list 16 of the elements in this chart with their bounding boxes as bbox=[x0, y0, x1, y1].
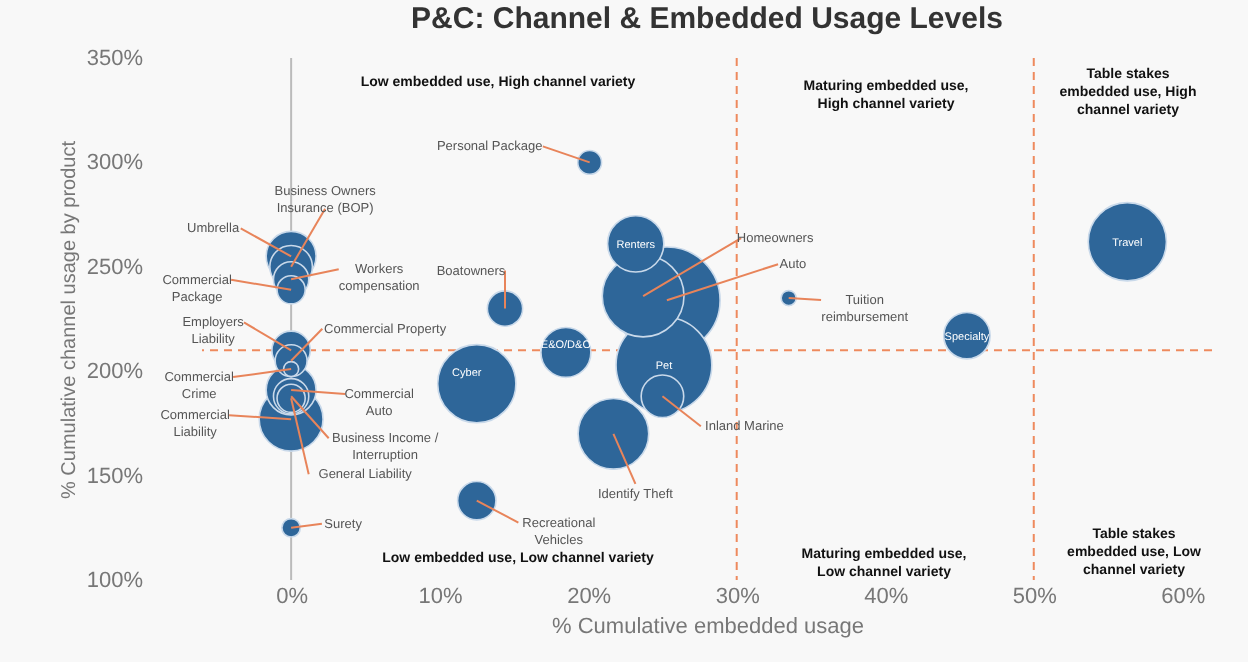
x-tick-label: 50% bbox=[1012, 585, 1058, 609]
x-tick-label: 10% bbox=[418, 585, 464, 609]
chart-title: P&C: Channel & Embedded Usage Levels bbox=[411, 2, 1003, 36]
y-tick-label: 200% bbox=[86, 360, 144, 385]
x-tick-label: 60% bbox=[1161, 585, 1206, 609]
y-tick-label: 100% bbox=[86, 569, 144, 593]
y-axis-title: % Cumulative channel usage by product bbox=[58, 140, 81, 499]
y-tick-label: 150% bbox=[86, 464, 144, 489]
x-tick-label: 40% bbox=[864, 585, 909, 609]
y-tick-label: 300% bbox=[86, 151, 144, 176]
y-tick-label: 350% bbox=[86, 47, 144, 71]
x-axis-title: % Cumulative embedded usage bbox=[552, 615, 864, 639]
y-tick-label: 250% bbox=[86, 255, 144, 280]
x-tick-label: 0% bbox=[276, 585, 309, 609]
x-tick-label: 20% bbox=[567, 585, 612, 609]
x-tick-label: 30% bbox=[715, 585, 761, 609]
